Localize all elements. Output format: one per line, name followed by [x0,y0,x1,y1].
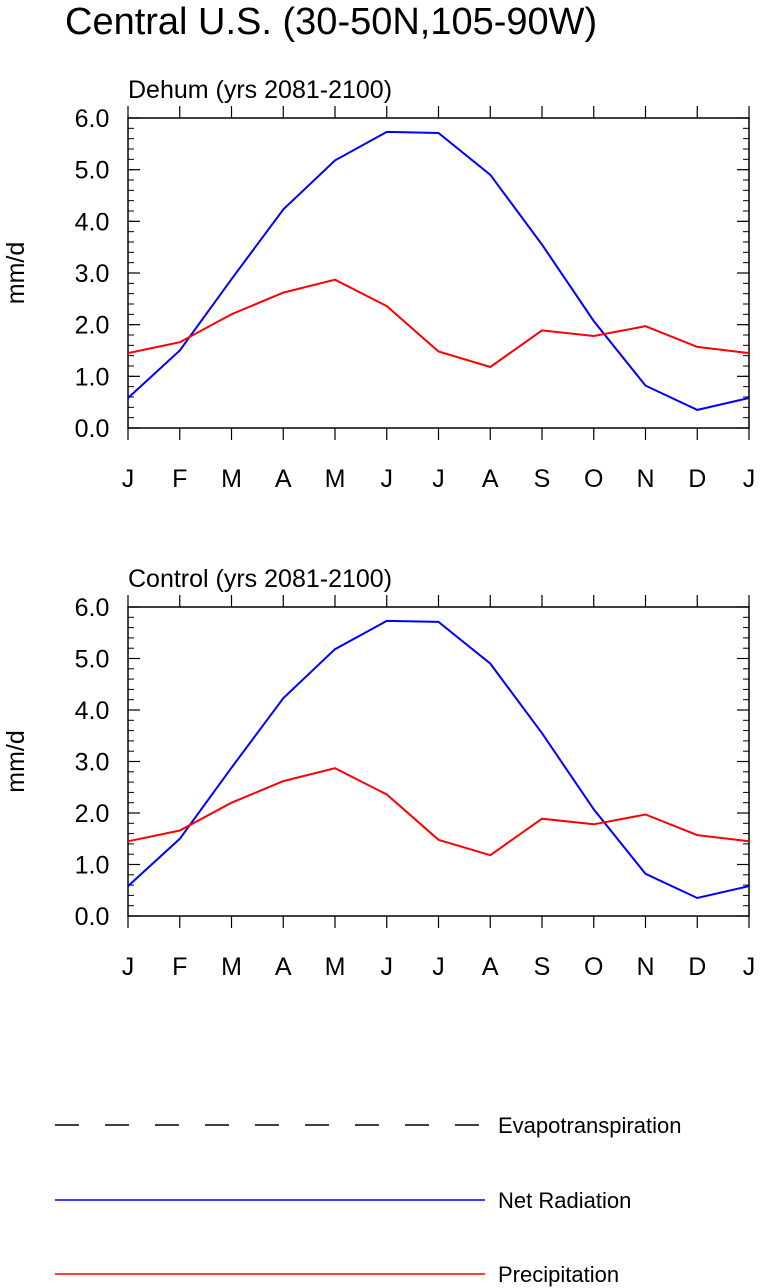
x-tick-label: J [432,465,445,493]
x-tick-label: F [172,953,187,981]
x-tick-label: M [325,953,346,981]
y-tick-label: 1.0 [75,363,110,391]
x-tick-label: J [122,953,135,981]
x-tick-label: J [122,465,135,493]
x-tick-label: J [743,953,756,981]
x-tick-label: J [432,953,445,981]
y-axis-label: mm/d [2,730,30,793]
x-tick-label: O [584,465,603,493]
precipitation-line [127,767,750,857]
y-tick-label: 2.0 [75,312,110,340]
net-radiation-line [127,619,750,900]
y-tick-label: 2.0 [75,800,110,828]
panel-title: Dehum (yrs 2081-2100) [128,76,392,104]
x-tick-label: J [381,465,394,493]
x-tick-label: A [275,465,292,493]
x-tick-label: A [482,953,499,981]
panel-dehum: Dehum (yrs 2081-2100) mm/d 0.0 1.0 2.0 3.0 4.0… [2,76,755,493]
legend-label: Precipitation [498,1262,619,1287]
figure-title: Central U.S. (30-50N,105-90W) [65,1,598,43]
y-tick-label: 6.0 [75,105,110,133]
y-tick-label: 5.0 [75,646,110,674]
y-tick-label: 4.0 [75,697,110,725]
plot-frame [127,117,750,429]
x-tick-label: J [743,465,756,493]
y-tick-label: 0.0 [75,903,110,931]
legend-label: Evapotranspiration [498,1113,681,1138]
x-tick-label: S [534,953,551,981]
precipitation-line [127,278,750,369]
y-tick-label: 1.0 [75,852,110,880]
x-tick-label: D [688,953,706,981]
net-radiation-line [127,130,750,411]
panel-control: Control (yrs 2081-2100) mm/d 0.0 1.0 2.0 3.0 4… [2,565,755,981]
y-axis-label: mm/d [2,242,30,305]
x-tick-label: S [534,465,551,493]
x-tick-label: N [636,465,654,493]
x-tick-label: A [482,465,499,493]
y-tick-label: 3.0 [75,260,110,288]
x-tick-label: N [636,953,654,981]
y-tick-label: 3.0 [75,749,110,777]
x-tick-label: M [325,465,346,493]
x-tick-label: M [221,953,242,981]
x-tick-label: M [221,465,242,493]
y-tick-label: 0.0 [75,415,110,443]
y-tick-label: 6.0 [75,594,110,622]
y-tick-label: 4.0 [75,208,110,236]
x-tick-label: A [275,953,292,981]
legend: Evapotranspiration Net Radiation Precipita… [55,1113,681,1287]
x-tick-label: F [172,465,187,493]
panel-title: Control (yrs 2081-2100) [128,565,392,593]
x-tick-label: J [381,953,394,981]
y-tick-label: 5.0 [75,157,110,185]
x-tick-label: D [688,465,706,493]
legend-label: Net Radiation [498,1188,631,1213]
x-tick-label: O [584,953,603,981]
plot-frame [127,606,750,917]
